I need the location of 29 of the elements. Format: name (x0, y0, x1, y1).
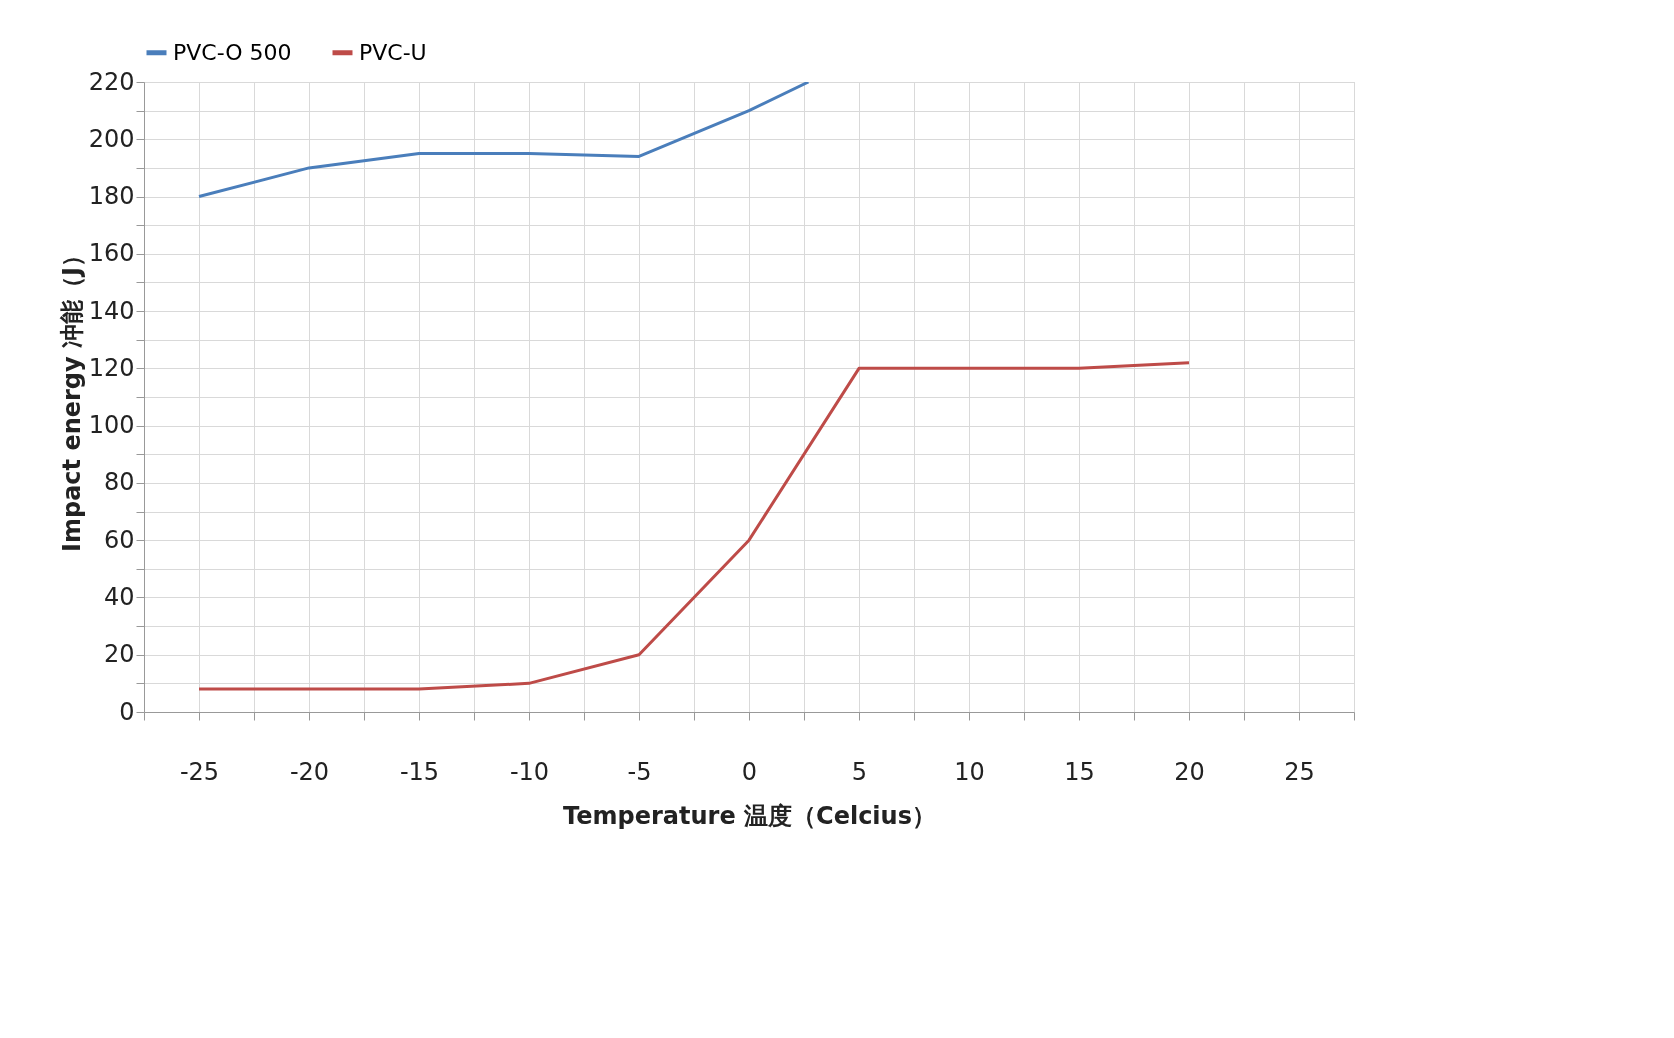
y-tick-label: 80 (103, 468, 135, 497)
x-tick-label: 20 (1174, 757, 1205, 786)
y-tick-label: 120 (88, 353, 135, 382)
x-tick-label: 15 (1064, 757, 1095, 786)
x-tick-label: -25 (179, 757, 220, 786)
x-axis-title: Temperature 温度（Celcius） (563, 801, 936, 830)
line-series (197, 361, 1191, 691)
y-tick-label: 20 (103, 640, 135, 669)
x-tick-label: -10 (509, 757, 550, 786)
y-tick-label: 160 (88, 239, 135, 268)
y-tick-label: 40 (103, 582, 135, 611)
y-axis-title: Impact energy 冲能（J） (57, 243, 86, 552)
x-tick-label: -5 (627, 757, 652, 786)
line-series (197, 82, 810, 199)
y-tick-label: 0 (119, 697, 135, 726)
legend-label: PVC-O 500 (173, 39, 292, 65)
x-tick-label: 10 (954, 757, 985, 786)
legend-label: PVC-U (359, 39, 427, 65)
y-tick-label: 100 (88, 411, 135, 440)
x-tick-label: 0 (741, 757, 758, 786)
y-tick-label: 60 (103, 525, 135, 554)
y-tick-label: 200 (88, 124, 135, 153)
x-tick-label: 5 (851, 757, 868, 786)
x-tick-label: -15 (399, 757, 440, 786)
x-tick-label: 25 (1284, 757, 1315, 786)
x-tick-label: -20 (289, 757, 330, 786)
y-tick-label: 220 (88, 67, 135, 96)
y-tick-label: 140 (88, 296, 135, 325)
y-tick-label: 180 (88, 182, 135, 211)
